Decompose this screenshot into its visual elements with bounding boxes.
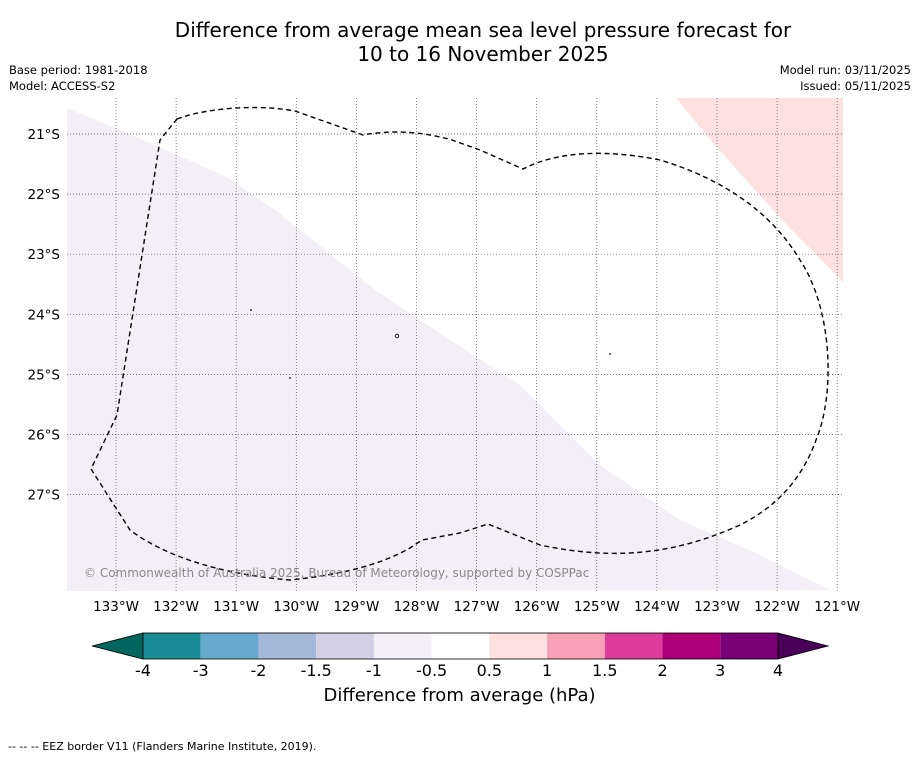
longitude-label: 129°W (333, 599, 379, 615)
latitude-label: 25°S (28, 367, 61, 383)
latitude-label: 27°S (28, 488, 61, 504)
longitude-label: 133°W (93, 599, 139, 615)
latitude-label: 22°S (28, 187, 61, 203)
colorbar-box (373, 633, 432, 659)
longitude-label: 121°W (814, 599, 860, 615)
colorbar-boxes (91, 632, 830, 660)
colorbar-tick-label: 0.5 (477, 661, 502, 680)
colorbar-tick-label: 1.5 (592, 661, 617, 680)
longitude-labels: 133°W 132°W 131°W 130°W 129°W 128°W 127°W 126°W… (93, 599, 860, 615)
meta-right: Model run: 03/11/2025 Issued: 05/11/2025 (780, 62, 911, 94)
graticule (67, 98, 843, 591)
colorbar-box (143, 633, 201, 659)
longitude-label: 124°W (634, 599, 680, 615)
model-name: Model: ACCESS-S2 (9, 79, 116, 93)
colorbar-box (662, 633, 721, 659)
colorbar-title: Difference from average (hPa) (323, 685, 596, 706)
latitude-label: 26°S (28, 428, 61, 444)
model-run: Model run: 03/11/2025 (779, 63, 911, 77)
positive-anomaly-region (676, 98, 843, 282)
island-marker (250, 309, 252, 311)
longitude-label: 132°W (153, 599, 199, 615)
copyright-text: © Commonwealth of Australia 2025, Bureau… (84, 566, 589, 580)
colorbar-box (720, 633, 778, 659)
eez-footnote: -- -- -- EEZ border V11 (Flanders Marine… (8, 740, 317, 753)
issued-date: Issued: 05/11/2025 (800, 79, 911, 93)
map-plot-area: © Commonwealth of Australia 2025, Bureau… (67, 98, 843, 591)
island-marker (289, 377, 291, 379)
title-line-2: 10 to 16 November 2025 (357, 42, 609, 66)
colorbar-tick-label: -1 (366, 661, 382, 680)
latitude-labels: 21°S 22°S 23°S 24°S 25°S 26°S 27°S (28, 127, 61, 504)
longitude-label: 128°W (394, 599, 440, 615)
latitude-label: 21°S (28, 127, 61, 143)
colorbar-box (200, 633, 259, 659)
colorbar-box (431, 633, 490, 659)
map-title: Difference from average mean sea level p… (0, 18, 919, 66)
colorbar-tick-label: 4 (773, 661, 783, 680)
longitude-label: 127°W (454, 599, 500, 615)
longitude-label: 123°W (694, 599, 740, 615)
island-marker (394, 333, 400, 339)
colorbar-box (489, 633, 548, 659)
longitude-label: 125°W (574, 599, 620, 615)
latitude-label: 24°S (28, 307, 61, 323)
colorbar-ticks: -4 -3 -2 -1.5 -1 -0.5 0.5 1 1.5 2 3 4 (135, 661, 783, 680)
longitude-label: 130°W (273, 599, 319, 615)
colorbar-tick-label: -3 (193, 661, 209, 680)
negative-anomaly-region (67, 108, 830, 591)
colorbar-under-arrow (91, 632, 144, 660)
longitude-label: 122°W (754, 599, 800, 615)
longitude-label: 126°W (514, 599, 560, 615)
latitude-label: 23°S (28, 247, 61, 263)
colorbar-box (316, 633, 374, 659)
colorbar-outline (142, 632, 779, 660)
base-period: Base period: 1981-2018 (9, 63, 148, 77)
colorbar-tick-label: -1.5 (301, 661, 332, 680)
island-markers (250, 309, 611, 379)
colorbar-tick-label: 3 (715, 661, 725, 680)
longitude-label: 131°W (213, 599, 259, 615)
colorbar-tick-label: -4 (135, 661, 151, 680)
colorbar-box (604, 633, 663, 659)
colorbar-tick-label: -0.5 (416, 661, 447, 680)
colorbar-tick-label: 2 (657, 661, 667, 680)
meta-left: Base period: 1981-2018 Model: ACCESS-S2 (9, 62, 148, 94)
colorbar-box (547, 633, 605, 659)
eez-border (90, 106, 829, 581)
colorbar-tick-label: -2 (250, 661, 266, 680)
title-line-1: Difference from average mean sea level p… (174, 18, 792, 42)
island-marker (609, 353, 611, 355)
colorbar-box (258, 633, 317, 659)
colorbar-tick-label: 1 (542, 661, 552, 680)
colorbar-over-arrow (777, 632, 830, 660)
